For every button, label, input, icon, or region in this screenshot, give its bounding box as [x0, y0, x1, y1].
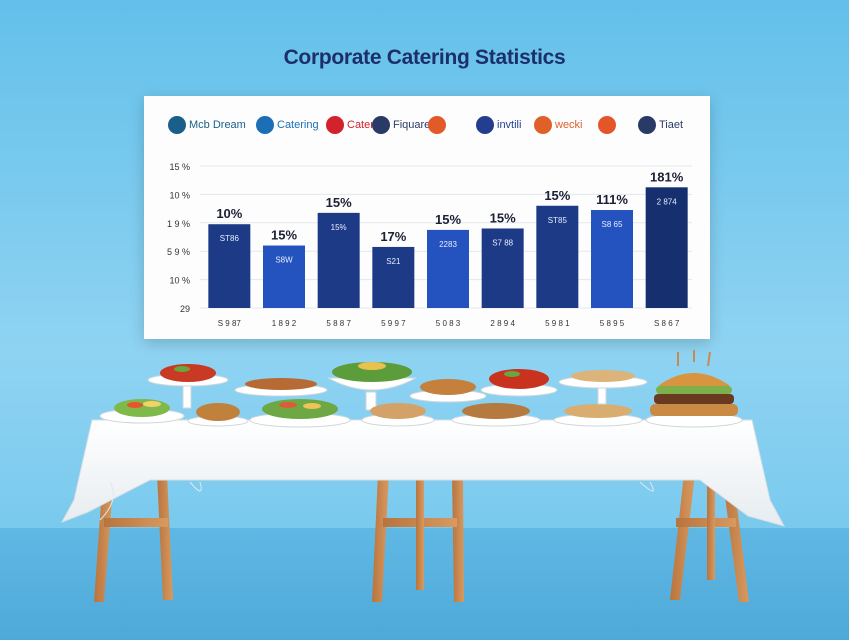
- logo-mark-icon: [476, 116, 494, 134]
- plate-wraps-stand: [558, 370, 648, 405]
- y-tick-label: 10 %: [169, 276, 190, 286]
- logo-text: Fiquare: [393, 119, 431, 131]
- x-tick-label: 2 8 9 4: [490, 319, 515, 328]
- x-tick-label: S 8 6 7: [654, 319, 680, 328]
- bar-top-label: 111%: [596, 192, 628, 207]
- y-tick-label: 10 %: [169, 190, 190, 200]
- plate-fried-center: [187, 403, 249, 427]
- bar: [208, 224, 251, 308]
- plate-tomato-salad: [480, 369, 558, 397]
- bar: [591, 210, 633, 308]
- logo-mark-icon: [256, 116, 274, 134]
- bar-inner-label: S21: [386, 257, 401, 266]
- x-tick-label: 1 8 9 2: [272, 319, 297, 328]
- bar: [263, 245, 305, 308]
- bar-inner-label: S7 88: [492, 238, 513, 247]
- x-tick-label: 5 0 8 3: [436, 319, 461, 328]
- logo-text: wecki: [555, 119, 583, 131]
- bar-inner-label: 15%: [331, 223, 347, 232]
- bar: [372, 246, 415, 308]
- plate-flatbread: [553, 404, 643, 427]
- logo-2: Catering: [256, 114, 319, 136]
- logo-mark-icon: [168, 116, 186, 134]
- bar: [427, 229, 469, 308]
- bar: [536, 205, 579, 308]
- y-tick-label: 1 9 %: [167, 219, 190, 229]
- bar-top-label: 15%: [435, 212, 461, 227]
- plate-pastries: [409, 379, 487, 403]
- logo-mark-icon: [428, 116, 446, 134]
- logo-mark-icon: [326, 116, 344, 134]
- logo-4: Fiquare: [372, 114, 430, 136]
- bar-inner-label: 2 874: [657, 197, 678, 206]
- bar-chart: 15 % 10 % 1 9 % 5 9 % 10 % 29 10% ST86 S 9 87 15%…: [167, 162, 692, 328]
- logo-mark-icon: [598, 116, 616, 134]
- x-tick-label: 5 9 8 1: [545, 319, 570, 328]
- logo-8: [598, 114, 619, 136]
- bar-top-label: 181%: [650, 169, 684, 184]
- bar-top-label: 15%: [326, 195, 352, 210]
- logo-text: Mcb Dream: [189, 119, 246, 131]
- logo-mark-icon: [534, 116, 552, 134]
- bar-top-label: 15%: [271, 228, 297, 243]
- plate-bruschetta: [451, 403, 541, 427]
- plate-pasta-stand: [147, 364, 229, 409]
- logo-text: Catering: [277, 119, 319, 131]
- bar-inner-label: 2283: [439, 240, 457, 249]
- logo-6: invtili: [476, 114, 521, 136]
- logo-mark-icon: [638, 116, 656, 134]
- plate-mixed-salad: [249, 399, 351, 428]
- logo-5: [428, 114, 449, 136]
- table-cloth: [60, 419, 785, 527]
- bar-inner-label: S8W: [275, 256, 293, 265]
- plate-skewers: [234, 378, 328, 397]
- x-tick-label: 5 8 9 5: [600, 319, 625, 328]
- food-plates: [99, 350, 743, 428]
- y-tick-label: 15 %: [169, 162, 190, 172]
- y-tick-label: 29: [180, 304, 190, 314]
- table-legs: [94, 474, 749, 602]
- bowl-salad: [327, 362, 417, 411]
- logo-9: Tiaet: [638, 114, 683, 136]
- plate-sandwiches: [361, 403, 435, 427]
- bar-top-label: 10%: [216, 206, 242, 221]
- logo-text: Tiaet: [659, 119, 684, 131]
- plate-burger-stack: [645, 350, 743, 428]
- logo-1: Mcb Dream: [168, 114, 246, 136]
- statistics-board: Mcb Dream Catering Catering Fiquare invtili w…: [144, 96, 710, 339]
- bar: [645, 187, 688, 308]
- bar-top-label: 15%: [544, 188, 570, 203]
- x-tick-label: 5 8 8 7: [326, 319, 351, 328]
- logo-7: wecki: [534, 114, 583, 136]
- bar-top-label: 17%: [380, 229, 406, 244]
- bar: [317, 212, 360, 308]
- bar: [481, 228, 524, 308]
- logo-text: invtili: [497, 119, 522, 131]
- logo-mark-icon: [372, 116, 390, 134]
- bar-inner-label: ST85: [548, 216, 568, 225]
- bar-top-label: 15%: [490, 210, 516, 225]
- plate-salad-left: [99, 399, 185, 424]
- y-tick-label: 5 9 %: [167, 247, 190, 257]
- x-tick-label: S 9 87: [218, 319, 242, 328]
- logo-strip: Mcb Dream Catering Catering Fiquare invtili w…: [144, 106, 710, 142]
- page-title: Corporate Catering Statistics: [283, 46, 566, 69]
- x-tick-label: 5 9 9 7: [381, 319, 406, 328]
- bar-inner-label: S8 65: [602, 220, 623, 229]
- bar-inner-label: ST86: [220, 234, 240, 243]
